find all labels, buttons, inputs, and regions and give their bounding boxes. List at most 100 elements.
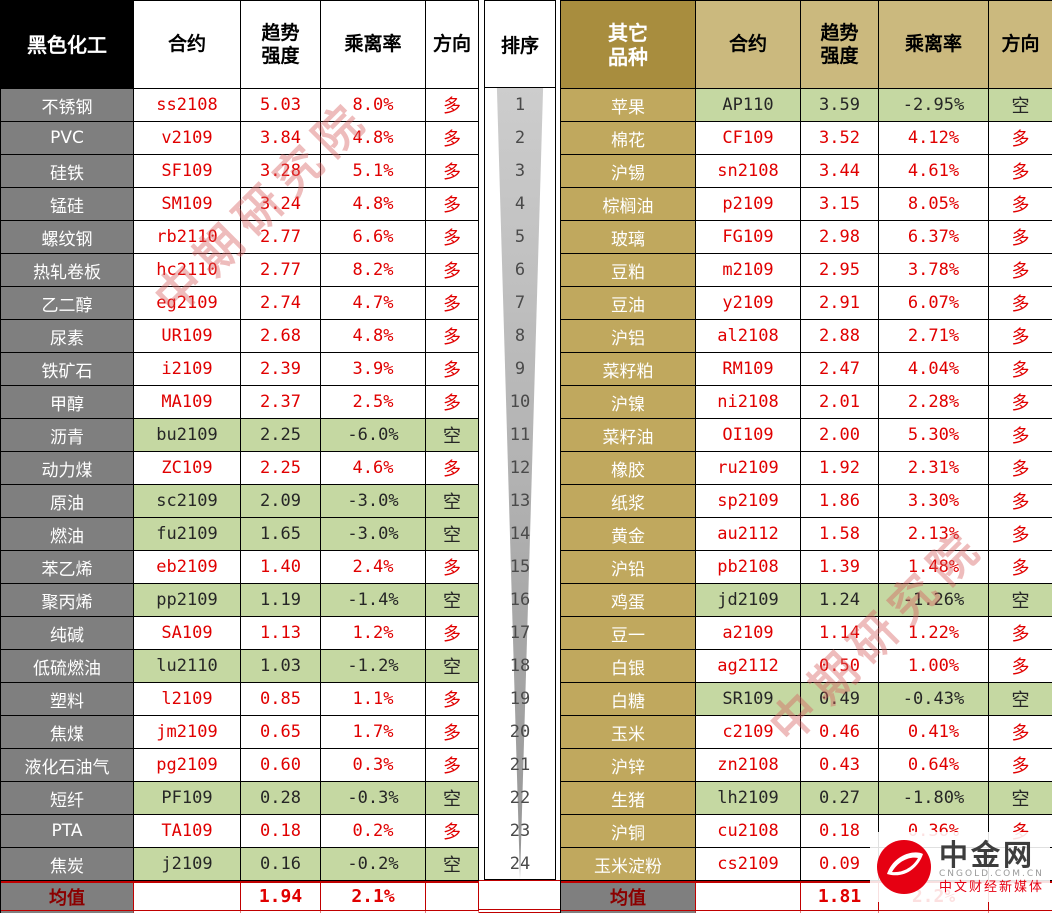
contract-cell: sp2109 xyxy=(696,485,801,518)
rank-number: 18 xyxy=(509,655,531,676)
contract-cell: m2109 xyxy=(696,254,801,287)
deviation-cell: 4.8% xyxy=(321,188,426,221)
deviation-cell: 2.5% xyxy=(321,386,426,419)
contract-cell: TA109 xyxy=(134,815,241,848)
contract-cell: sc2109 xyxy=(134,485,241,518)
column-header: 趋势 强度 xyxy=(241,1,321,89)
direction-cell: 多 xyxy=(426,287,479,320)
table-title: 其它 品种 xyxy=(561,1,696,89)
contract-cell: al2108 xyxy=(696,320,801,353)
mean-label: 均值 xyxy=(1,881,134,913)
strength-cell: 1.19 xyxy=(241,584,321,617)
deviation-cell: -0.3% xyxy=(321,782,426,815)
strength-cell: 2.74 xyxy=(241,287,321,320)
strength-cell: 0.85 xyxy=(241,683,321,716)
strength-cell: 1.58 xyxy=(801,518,879,551)
commodity-name: 塑料 xyxy=(1,683,134,716)
contract-cell: a2109 xyxy=(696,617,801,650)
contract-cell: pb2108 xyxy=(696,551,801,584)
strength-cell: 0.16 xyxy=(241,848,321,881)
contract-cell: AP110 xyxy=(696,89,801,122)
strength-cell: 0.18 xyxy=(801,815,879,848)
commodity-name: 黄金 xyxy=(561,518,696,551)
deviation-cell: 0.3% xyxy=(321,749,426,782)
black-chemical-table: 黑色化工 合约 趋势 强度 乘离率 方向 不锈钢 ss2108 5.03 8.0% 多 PVC v21… xyxy=(0,0,479,913)
commodity-name: 纯碱 xyxy=(1,617,134,650)
contract-cell: zn2108 xyxy=(696,749,801,782)
direction-cell: 多 xyxy=(989,518,1052,551)
commodity-name: 沪铝 xyxy=(561,320,696,353)
contract-cell: OI109 xyxy=(696,419,801,452)
commodity-name: 原油 xyxy=(1,485,134,518)
commodity-name: 沪锡 xyxy=(561,155,696,188)
strength-cell: 1.40 xyxy=(241,551,321,584)
contract-cell: lu2110 xyxy=(134,650,241,683)
strength-cell: 1.13 xyxy=(241,617,321,650)
direction-cell: 空 xyxy=(426,782,479,815)
direction-cell: 空 xyxy=(989,89,1052,122)
strength-cell: 1.86 xyxy=(801,485,879,518)
contract-cell: bu2109 xyxy=(134,419,241,452)
strength-cell: 5.03 xyxy=(241,89,321,122)
direction-cell: 多 xyxy=(426,815,479,848)
direction-cell: 多 xyxy=(989,485,1052,518)
site-logo: 中金网 CNGOLD.COM.CN 中文财经新媒体 xyxy=(870,832,1051,902)
deviation-cell: -3.0% xyxy=(321,485,426,518)
contract-cell: UR109 xyxy=(134,320,241,353)
contract-cell: ru2109 xyxy=(696,452,801,485)
strength-cell: 2.25 xyxy=(241,452,321,485)
rank-number: 1 xyxy=(514,94,526,115)
direction-cell: 多 xyxy=(989,320,1052,353)
strength-cell: 1.65 xyxy=(241,518,321,551)
commodity-name: 苹果 xyxy=(561,89,696,122)
commodity-name: 铁矿石 xyxy=(1,353,134,386)
logo-domain: CNGOLD.COM.CN xyxy=(939,869,1044,880)
contract-cell: ag2112 xyxy=(696,650,801,683)
strength-cell: 3.59 xyxy=(801,89,879,122)
direction-cell: 多 xyxy=(426,452,479,485)
deviation-cell: 2.28% xyxy=(879,386,989,419)
direction-cell: 多 xyxy=(426,221,479,254)
cngold-logo-icon xyxy=(877,840,931,894)
deviation-cell: 2.13% xyxy=(879,518,989,551)
direction-cell: 多 xyxy=(989,551,1052,584)
strength-cell: 2.68 xyxy=(241,320,321,353)
deviation-cell: -0.43% xyxy=(879,683,989,716)
deviation-cell: -2.95% xyxy=(879,89,989,122)
strength-cell: 1.14 xyxy=(801,617,879,650)
commodity-name: 硅铁 xyxy=(1,155,134,188)
deviation-cell: 4.12% xyxy=(879,122,989,155)
direction-cell: 多 xyxy=(989,452,1052,485)
direction-cell: 多 xyxy=(426,353,479,386)
deviation-cell: 2.31% xyxy=(879,452,989,485)
commodity-name: 玉米 xyxy=(561,716,696,749)
contract-cell: sn2108 xyxy=(696,155,801,188)
commodity-name: 不锈钢 xyxy=(1,89,134,122)
direction-cell: 空 xyxy=(989,584,1052,617)
other-varieties-table: 其它 品种 合约 趋势 强度 乘离率 方向 苹果 AP110 3.59 -2.95% 空棉花 CF1… xyxy=(560,0,1052,913)
commodity-name: 橡胶 xyxy=(561,452,696,485)
rank-number: 17 xyxy=(509,622,531,643)
direction-cell: 多 xyxy=(989,386,1052,419)
deviation-cell: -1.4% xyxy=(321,584,426,617)
contract-cell: pg2109 xyxy=(134,749,241,782)
deviation-cell: 1.48% xyxy=(879,551,989,584)
contract-cell: l2109 xyxy=(134,683,241,716)
commodity-name: 沥青 xyxy=(1,419,134,452)
direction-cell: 多 xyxy=(426,683,479,716)
rank-number: 22 xyxy=(509,787,531,808)
deviation-cell: 8.05% xyxy=(879,188,989,221)
direction-cell: 多 xyxy=(989,155,1052,188)
strength-cell: 2.47 xyxy=(801,353,879,386)
strength-cell: 2.25 xyxy=(241,419,321,452)
deviation-cell: 8.2% xyxy=(321,254,426,287)
direction-cell: 多 xyxy=(426,551,479,584)
rank-number: 23 xyxy=(509,820,531,841)
strength-cell: 3.24 xyxy=(241,188,321,221)
deviation-cell: 2.71% xyxy=(879,320,989,353)
contract-cell: p2109 xyxy=(696,188,801,221)
deviation-cell: 0.2% xyxy=(321,815,426,848)
deviation-cell: -1.80% xyxy=(879,782,989,815)
commodity-name: 白银 xyxy=(561,650,696,683)
rank-number: 10 xyxy=(509,391,531,412)
